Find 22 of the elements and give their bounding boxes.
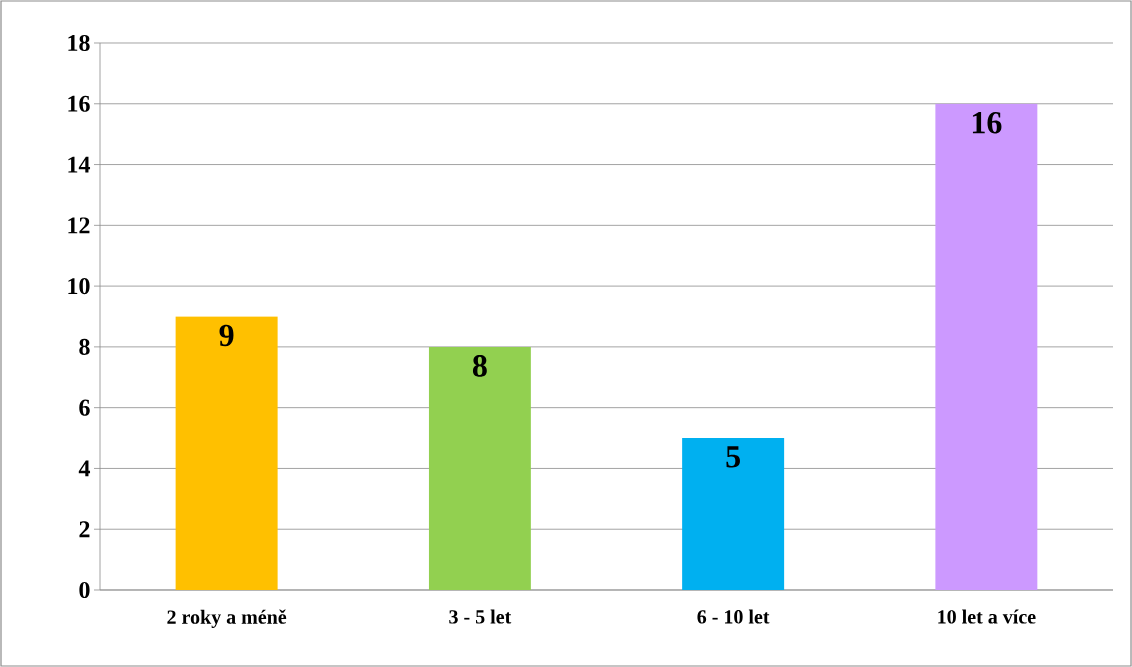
y-tick-label: 6: [79, 399, 90, 416]
x-tick-label: 10 let a více: [938, 609, 1036, 624]
y-tick-label: 4: [78, 460, 91, 477]
bar: [175, 316, 278, 590]
y-tick-label: 12: [68, 217, 90, 234]
x-tick-label: 6 - 10 let: [697, 609, 770, 624]
y-tick-label: 8: [79, 338, 90, 355]
bar: [935, 103, 1038, 590]
data-label: 16: [972, 111, 1002, 134]
x-tick-label: 3 - 5 let: [449, 609, 512, 624]
data-label: 8: [472, 355, 487, 377]
data-label: 9: [219, 324, 234, 347]
y-tick-label: 10: [68, 278, 90, 295]
bar: [428, 346, 531, 590]
data-label: 5: [726, 446, 740, 468]
y-tick-label: 2: [79, 521, 90, 538]
y-tick-label: 18: [68, 34, 90, 52]
y-tick-label: 14: [68, 156, 91, 173]
x-tick-label: 2 roky a méně: [167, 609, 287, 628]
bar: [682, 438, 785, 590]
y-tick-label: 16: [68, 95, 90, 112]
y-tick-label: 0: [79, 581, 90, 599]
